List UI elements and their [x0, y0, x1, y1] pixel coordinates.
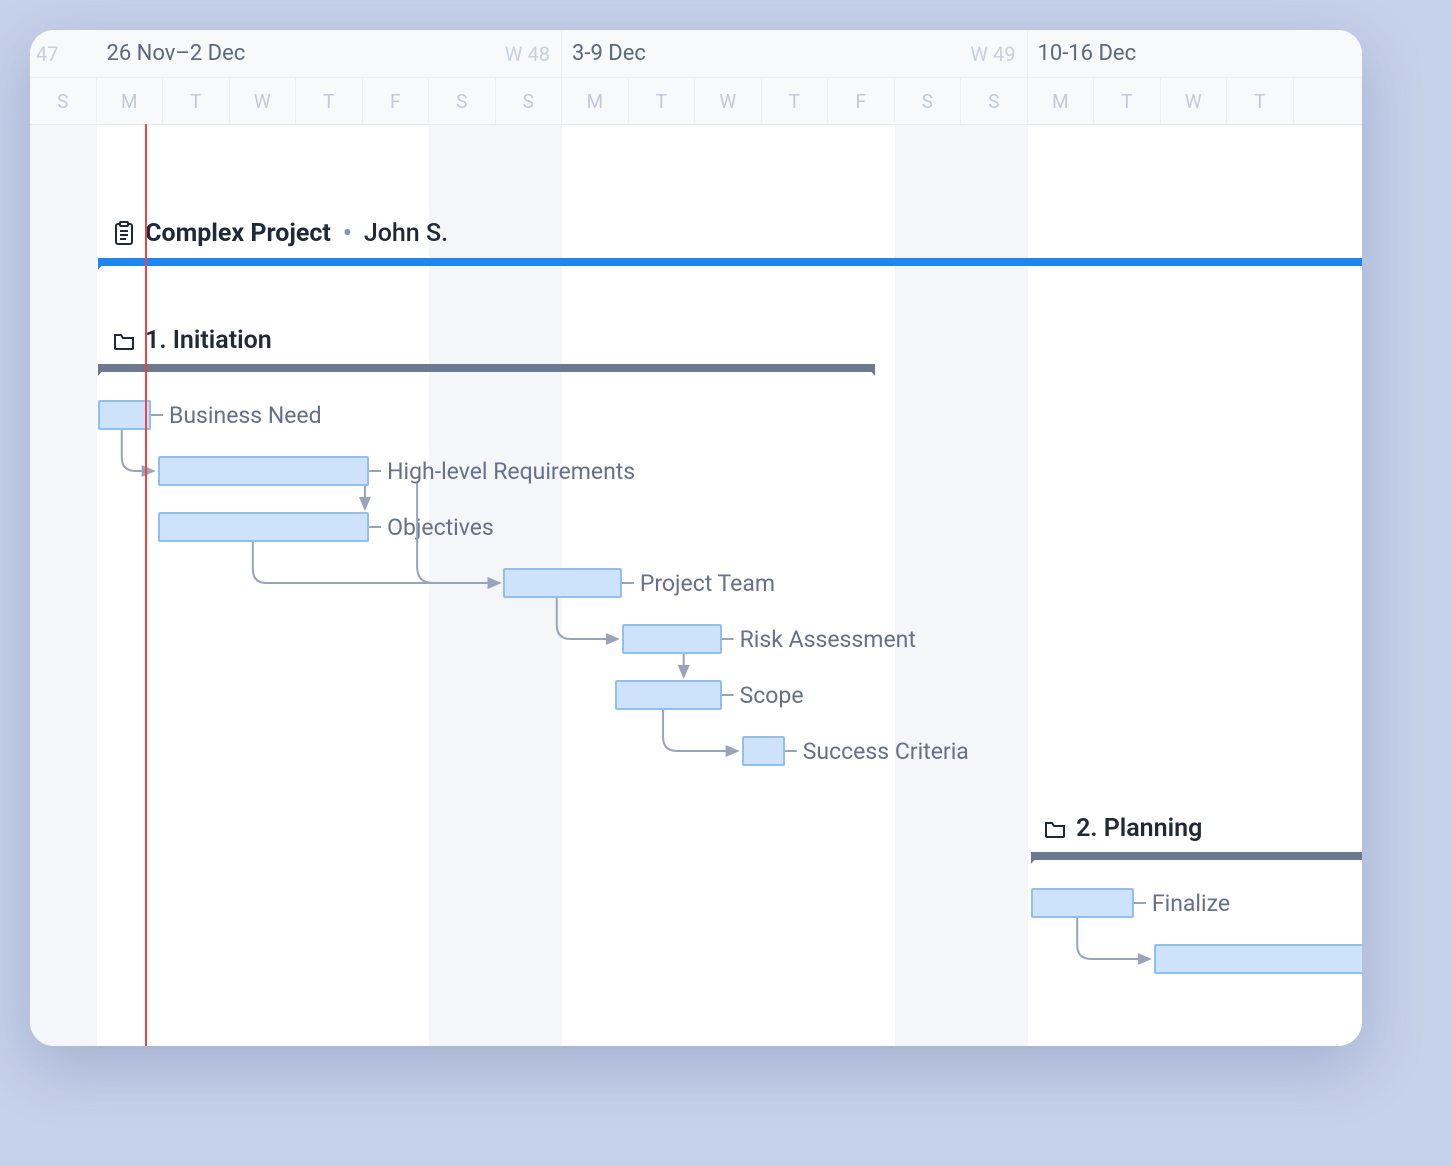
task-label-risk-assessment: Risk Assessment [740, 626, 916, 653]
week-number: W 49 [914, 30, 1027, 77]
separator-dot: • [343, 219, 352, 248]
day-label: S [895, 78, 962, 124]
day-label: T [296, 78, 363, 124]
task-bar-scope[interactable] [615, 680, 721, 710]
day-label: T [1094, 78, 1161, 124]
task-bar-finalize[interactable] [1031, 888, 1134, 918]
day-label: W [695, 78, 762, 124]
day-label: S [961, 78, 1028, 124]
day-label: W [1161, 78, 1228, 124]
task-label-business-need: Business Need [169, 402, 322, 429]
folder-icon [1044, 819, 1066, 839]
day-label: T [163, 78, 230, 124]
day-label: S [496, 78, 563, 124]
day-label: S [429, 78, 496, 124]
project-title: Complex Project [145, 219, 331, 248]
week-label[interactable]: 10-16 Dec [1028, 30, 1363, 77]
today-marker [145, 124, 147, 1046]
task-bar-objectives[interactable] [158, 512, 369, 542]
task-label-scope: Scope [740, 682, 804, 709]
gantt-window: 4726 Nov–2 DecW 483-9 DecW 4910-16 Dec S… [30, 30, 1362, 1046]
week-number: W 48 [449, 30, 562, 77]
task-label-high-level-req: High-level Requirements [387, 458, 635, 485]
task-label-project-team: Project Team [640, 570, 775, 597]
day-label: M [562, 78, 629, 124]
project-header[interactable]: Complex Project • John S. [113, 219, 448, 248]
project-summary-bar[interactable] [98, 258, 1362, 266]
task-bar-risk-assessment[interactable] [622, 624, 722, 654]
week-labels-row: 4726 Nov–2 DecW 483-9 DecW 4910-16 Dec [30, 30, 1362, 78]
task-bar-business-need[interactable] [98, 400, 151, 430]
task-label-success-criteria: Success Criteria [803, 738, 969, 765]
clipboard-icon [113, 221, 135, 247]
section-header-planning[interactable]: 2. Planning [1044, 814, 1202, 843]
week-number: 47 [30, 30, 97, 77]
day-label: F [828, 78, 895, 124]
section-summary-bar-planning[interactable] [1031, 852, 1362, 860]
task-label-finalize: Finalize [1152, 890, 1230, 917]
section-header-initiation[interactable]: 1. Initiation [113, 326, 272, 355]
day-label: T [762, 78, 829, 124]
gantt-chart-body: Complex Project • John S. 1. Initiation B… [30, 124, 1362, 1046]
section-title: 1. Initiation [145, 326, 272, 355]
weekend-column [30, 124, 97, 1046]
timeline-header: 4726 Nov–2 DecW 483-9 DecW 4910-16 Dec S… [30, 30, 1362, 125]
day-label: T [629, 78, 696, 124]
task-bar-more[interactable] [1154, 944, 1362, 974]
day-label: M [1028, 78, 1095, 124]
day-labels-row: SMTWTFSSMTWTFSSMTWT [30, 78, 1362, 124]
day-label: T [1227, 78, 1294, 124]
day-label: S [30, 78, 97, 124]
section-title: 2. Planning [1076, 814, 1202, 843]
task-bar-success-criteria[interactable] [742, 736, 785, 766]
task-label-objectives: Objectives [387, 514, 494, 541]
project-owner: John S. [364, 219, 448, 248]
section-summary-bar-initiation[interactable] [98, 364, 875, 372]
task-bar-project-team[interactable] [503, 568, 621, 598]
day-label: F [363, 78, 430, 124]
day-label: M [97, 78, 164, 124]
task-bar-high-level-req[interactable] [158, 456, 369, 486]
folder-icon [113, 331, 135, 351]
day-label: W [230, 78, 297, 124]
